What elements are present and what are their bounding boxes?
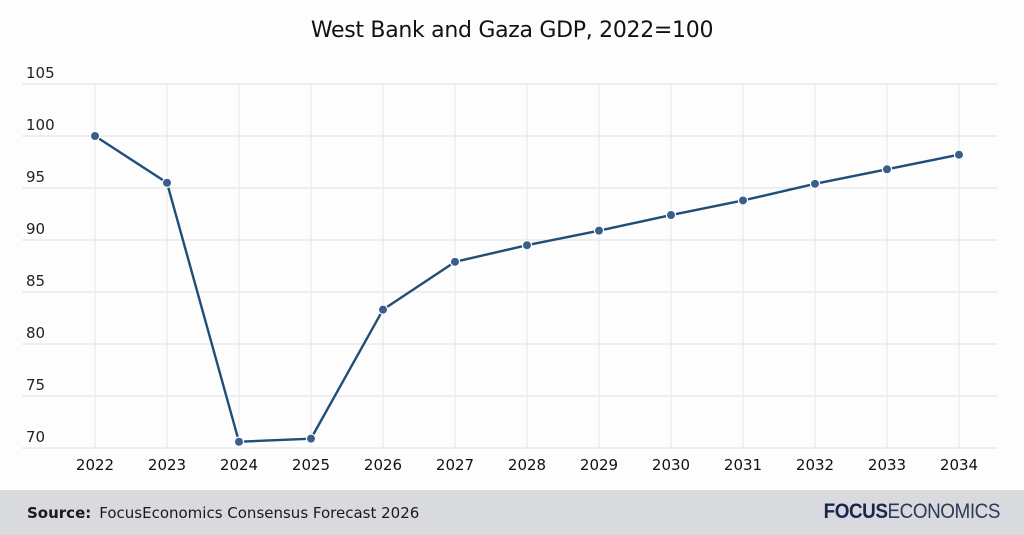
x-tick-label: 2032 — [796, 456, 834, 474]
x-tick-label: 2026 — [364, 456, 402, 474]
source-label: Source: — [27, 504, 92, 522]
footer: Source: FocusEconomics Consensus Forecast… — [0, 490, 1024, 535]
y-tick-label: 85 — [26, 272, 45, 290]
x-tick-label: 2029 — [580, 456, 618, 474]
y-tick-label: 80 — [26, 324, 45, 342]
data-point — [233, 436, 245, 447]
data-point — [89, 130, 101, 142]
x-axis-ticks: 2022 2023 2024 2025 2026 2027 2028 2029 2030 2031… — [76, 456, 978, 474]
x-tick-label: 2027 — [436, 456, 474, 474]
x-tick-label: 2022 — [76, 456, 114, 474]
x-tick-label: 2024 — [220, 456, 258, 474]
source-note: Source: FocusEconomics Consensus Forecast… — [27, 504, 419, 522]
y-tick-label: 90 — [26, 220, 45, 238]
data-point — [953, 149, 965, 160]
y-tick-label: 105 — [26, 64, 55, 82]
y-tick-label: 75 — [26, 376, 45, 394]
data-point — [665, 209, 677, 221]
source-text: FocusEconomics Consensus Forecast 2026 — [99, 504, 420, 522]
focuseconomics-logo: FOCUSECONOMICS — [823, 500, 1001, 524]
x-tick-label: 2033 — [868, 456, 906, 474]
data-point — [305, 433, 317, 444]
y-tick-label: 70 — [26, 428, 45, 446]
data-point — [161, 177, 173, 188]
data-point — [737, 195, 749, 206]
x-tick-label: 2023 — [148, 456, 186, 474]
x-tick-label: 2031 — [724, 456, 762, 474]
logo-part-focus: FOCUS — [823, 500, 888, 523]
x-tick-label: 2028 — [508, 456, 546, 474]
y-tick-label: 95 — [26, 168, 45, 186]
grid — [22, 83, 997, 449]
chart-title: West Bank and Gaza GDP, 2022=100 — [310, 18, 714, 43]
x-tick-label: 2030 — [652, 456, 690, 474]
data-point — [521, 239, 533, 251]
data-point — [593, 225, 605, 236]
data-point — [809, 178, 821, 190]
logo-part-economics: ECONOMICS — [887, 500, 1000, 523]
x-tick-label: 2034 — [940, 456, 978, 474]
series-layer — [89, 130, 965, 447]
data-point — [377, 304, 389, 315]
data-point — [881, 164, 893, 175]
data-point — [449, 256, 461, 268]
x-tick-label: 2025 — [292, 456, 330, 474]
y-axis-ticks: 70 75 80 85 90 95 100 105 — [26, 64, 55, 446]
y-tick-label: 100 — [26, 116, 55, 134]
